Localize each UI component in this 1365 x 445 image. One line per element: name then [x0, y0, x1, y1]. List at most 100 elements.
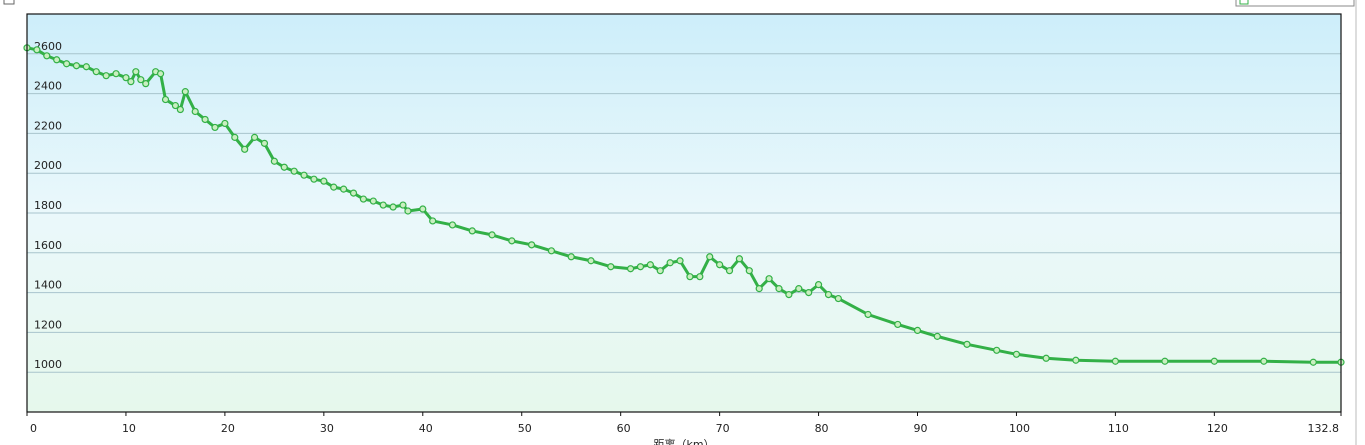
point [676, 257, 684, 265]
point [102, 72, 110, 80]
point [1161, 357, 1169, 365]
point [156, 70, 165, 78]
point [864, 310, 872, 319]
point [755, 285, 763, 293]
point [1012, 350, 1021, 358]
point [33, 46, 41, 54]
y-tick-label: 2000 [34, 159, 62, 172]
point [656, 267, 664, 275]
x-tick-label: 60 [617, 422, 631, 435]
x-tick-label: 132.8 [1308, 422, 1340, 435]
point [429, 217, 437, 225]
point [137, 76, 145, 84]
point [176, 105, 184, 114]
point [1260, 357, 1268, 365]
point [330, 183, 338, 191]
y-tick-label: 1800 [34, 199, 62, 212]
point [340, 185, 348, 193]
point [122, 74, 130, 82]
x-tick-label: 80 [815, 422, 829, 435]
point [706, 253, 714, 261]
point [735, 255, 744, 263]
point [785, 290, 793, 299]
point [765, 275, 773, 283]
point [310, 175, 318, 183]
point [320, 177, 328, 185]
point [82, 63, 90, 71]
point [528, 241, 536, 249]
point [636, 263, 645, 271]
point [626, 265, 635, 273]
point [72, 62, 81, 70]
legend-swatch [1239, 0, 1249, 5]
x-tick-label: 10 [122, 422, 136, 435]
point [161, 95, 170, 104]
point [211, 123, 219, 132]
point [300, 171, 308, 179]
point [607, 263, 615, 271]
x-tick-label: 90 [914, 422, 928, 435]
x-tick-label: 70 [716, 422, 730, 435]
point [686, 273, 694, 281]
point [171, 101, 180, 110]
point [250, 133, 259, 141]
point [587, 257, 595, 265]
point [53, 56, 61, 64]
x-tick-label: 30 [320, 422, 334, 435]
y-tick-label: 2200 [34, 119, 62, 132]
point [359, 195, 368, 203]
point [547, 247, 556, 255]
point [488, 231, 496, 239]
point [1111, 357, 1120, 365]
x-tick-label: 110 [1108, 422, 1129, 435]
point [1309, 358, 1317, 366]
point [913, 326, 922, 335]
point [567, 253, 575, 261]
point [468, 227, 476, 235]
point [448, 221, 457, 229]
point [775, 285, 783, 293]
y-tick-label: 2400 [34, 80, 62, 93]
legend-box [1235, 0, 1355, 7]
point [399, 201, 407, 209]
point [805, 289, 813, 297]
point [379, 201, 387, 209]
point [389, 203, 397, 211]
point [201, 115, 209, 124]
y-tick-label: 1200 [34, 318, 62, 331]
point [1210, 357, 1218, 365]
point [508, 237, 516, 245]
x-axis-label: 距离（km） [653, 437, 714, 445]
x-tick-label: 100 [1009, 422, 1030, 435]
point [127, 78, 135, 86]
x-tick-label: 120 [1207, 422, 1228, 435]
point [814, 281, 823, 289]
point [62, 60, 71, 68]
point [795, 285, 803, 293]
point [894, 320, 902, 329]
point [834, 294, 842, 303]
x-tick-label: 20 [221, 422, 235, 435]
point [290, 167, 298, 175]
point [270, 157, 278, 165]
y-tick-label: 1000 [34, 358, 62, 371]
point [1042, 354, 1050, 362]
x-tick-label: 0 [30, 422, 37, 435]
point [92, 68, 100, 76]
point [349, 189, 358, 197]
point [716, 261, 724, 269]
y-tick-label: 1400 [34, 279, 62, 292]
point [933, 332, 941, 340]
point [181, 88, 189, 96]
point [43, 52, 51, 60]
point [993, 346, 1001, 354]
point [824, 290, 833, 299]
point [112, 70, 120, 78]
y-tick-label: 1600 [34, 239, 62, 252]
point [260, 139, 269, 147]
point [280, 163, 288, 171]
point [369, 197, 377, 205]
point [142, 80, 150, 88]
point [231, 133, 239, 141]
